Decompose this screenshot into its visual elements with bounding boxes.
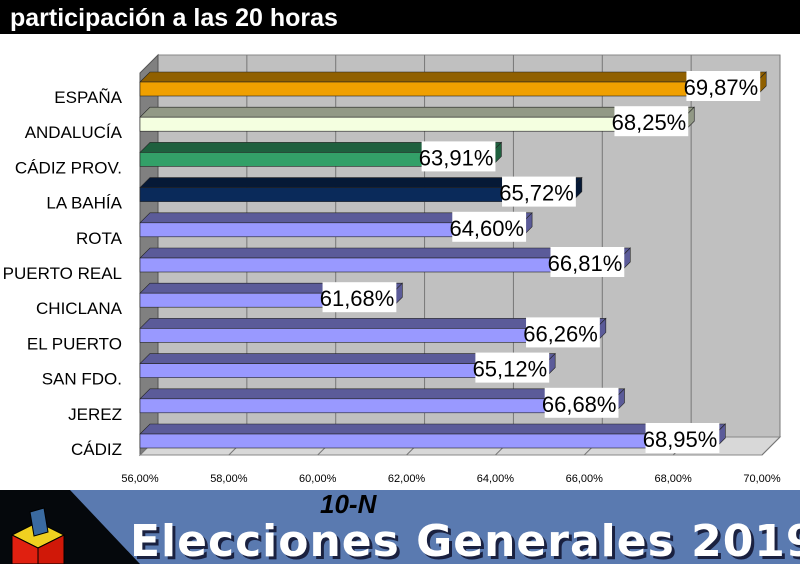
data-label: 66,26% [523,321,598,346]
category-label: ANDALUCÍA [25,123,123,142]
data-label: 61,68% [320,286,395,311]
x-tick-label: 70,00% [743,473,781,485]
data-label: 64,60% [449,216,524,241]
data-label: 65,72% [499,181,574,206]
data-label: 66,68% [542,392,617,417]
x-tick-label: 66,00% [566,473,604,485]
data-label-bg [526,317,600,348]
footer-title: Elecciones Generales 2019 [130,516,800,567]
category-label: JEREZ [68,405,122,424]
election-tag: 10-N [320,489,377,519]
data-label: 68,25% [612,110,687,135]
data-label-bg [452,211,527,242]
category-label: CHICLANA [36,299,123,318]
data-label-bg [550,247,625,277]
bar-top [139,423,727,435]
data-label-bg [614,106,689,137]
x-tick-label: 68,00% [654,473,692,485]
data-label-bg [686,71,761,101]
category-label: EL PUERTO [27,334,122,353]
data-label: 66,81% [548,251,623,276]
x-tick-label: 64,00% [477,473,515,485]
ballot-box-icon [10,507,66,564]
data-label: 68,95% [643,427,718,452]
bar-top [139,71,767,83]
x-tick-label: 60,00% [299,473,337,485]
footer-banner [0,490,800,564]
x-tick-label: 62,00% [388,473,426,485]
x-tick-label: 56,00% [121,473,159,485]
category-label: ESPAÑA [54,88,122,107]
data-label-bg [475,352,550,383]
category-label: CÁDIZ [71,440,122,459]
category-label: ROTA [76,229,123,248]
data-label-bg [544,387,619,418]
chart-title: participación a las 20 horas [10,4,338,32]
category-label: LA BAHÍA [46,194,122,213]
category-label: CÁDIZ PROV. [15,158,122,177]
data-label-bg [421,141,496,172]
category-label: PUERTO REAL [3,264,122,283]
data-label-bg [645,423,720,453]
bar [139,81,757,97]
bar [139,433,716,449]
bar-chart: 56,00% 58,00% 60,00% 62,00% 64,00% 66,00% 68,0… [3,53,782,485]
data-label: 63,91% [419,145,494,170]
data-label-bg [322,282,397,313]
data-label: 69,87% [684,75,759,100]
category-label: SAN FDO. [42,370,122,389]
data-label-bg [502,176,576,207]
gridline-floor [761,436,781,456]
title-bar: participación a las 20 horas [0,0,800,34]
bar [139,116,685,132]
x-tick-label: 58,00% [210,473,248,485]
data-label: 65,12% [473,357,548,382]
